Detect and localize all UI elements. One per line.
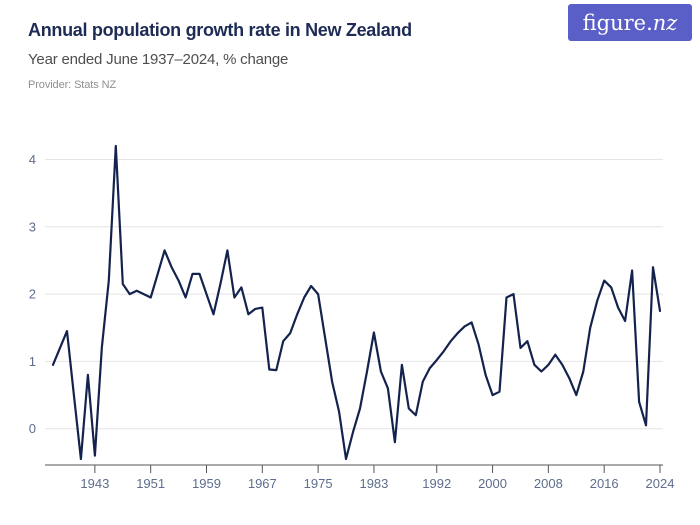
x-axis-label: 2000 — [478, 476, 507, 491]
x-axis-label: 1983 — [359, 476, 388, 491]
y-axis-label: 2 — [29, 287, 36, 302]
x-axis-label: 2008 — [534, 476, 563, 491]
chart-subtitle: Year ended June 1937–2024, % change — [28, 50, 289, 68]
figure-nz-logo[interactable]: figure.nz — [568, 4, 692, 41]
x-axis-label: 1951 — [136, 476, 165, 491]
provider-label: Provider: Stats NZ — [28, 78, 117, 91]
y-axis-label: 1 — [29, 354, 36, 369]
chart-header: Annual population growth rate in New Zea… — [28, 20, 548, 91]
y-axis-label: 0 — [29, 421, 36, 436]
x-axis-label: 1975 — [304, 476, 333, 491]
x-axis-label: 1967 — [248, 476, 277, 491]
logo-text: figure.nz — [582, 10, 678, 35]
chart-title: Annual population growth rate in New Zea… — [28, 20, 412, 40]
x-axis-label: 2024 — [646, 476, 675, 491]
x-axis-label: 1992 — [422, 476, 451, 491]
x-axis-label: 2016 — [590, 476, 619, 491]
y-axis-label: 4 — [29, 152, 36, 167]
y-axis-label: 3 — [29, 219, 36, 234]
x-axis-label: 1959 — [192, 476, 221, 491]
x-axis-label: 1943 — [80, 476, 109, 491]
data-line — [51, 144, 662, 461]
